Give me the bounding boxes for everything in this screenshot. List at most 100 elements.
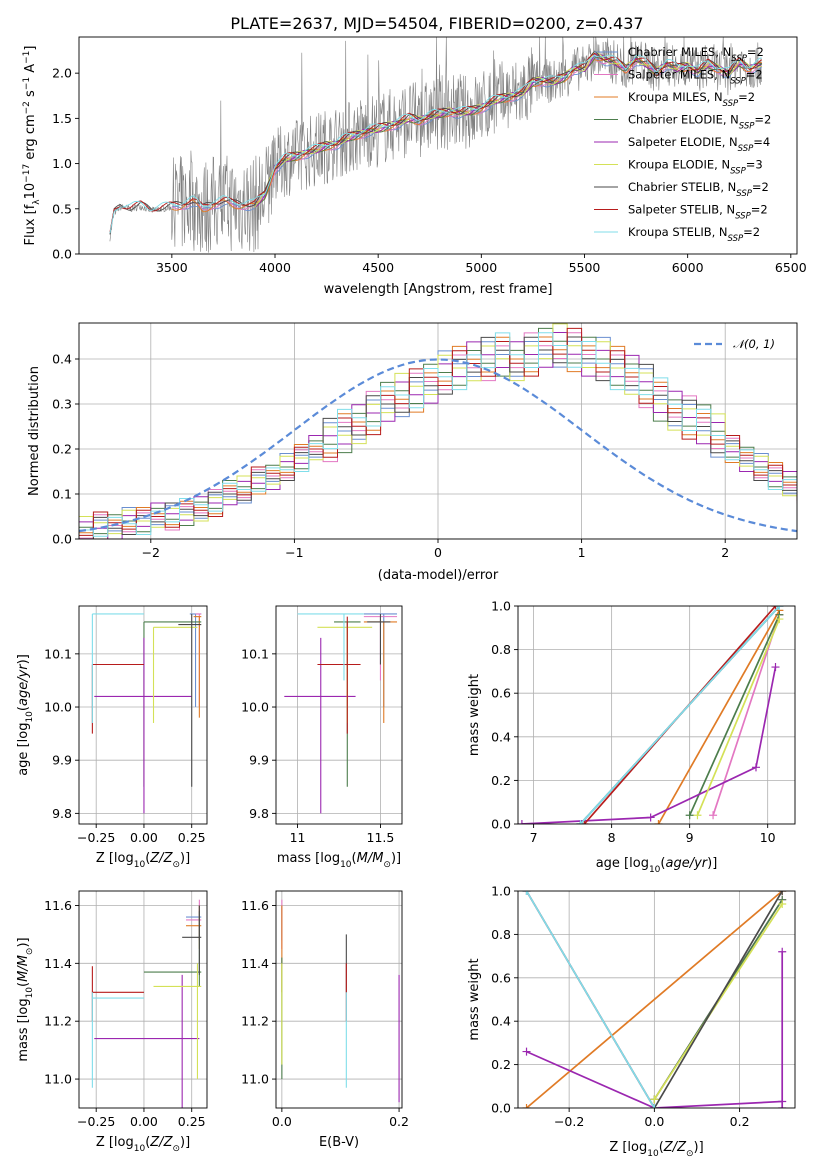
normal-pdf-line — [79, 358, 797, 533]
z-vs-age-x-label: Z [log10(Z/Z⊙)] — [96, 851, 190, 870]
residual-histogram-line — [79, 323, 797, 535]
legend-model-name: Kroupa ELODIE, N — [628, 158, 730, 172]
label-part: )] — [391, 851, 401, 866]
legend-model-name: Kroupa STELIB, N — [628, 225, 728, 239]
observed-spectrum-line — [109, 37, 763, 253]
x-tick-label: 4500 — [362, 260, 394, 275]
axes-frame — [78, 36, 798, 255]
x-tick-label: −0.25 — [77, 1114, 115, 1129]
label-part: ( — [145, 851, 150, 866]
x-tick-label: −1 — [285, 545, 303, 560]
x-tick-label: 0 — [434, 545, 442, 560]
legend-nssp: =2 — [746, 68, 763, 82]
label-part: Z [log — [609, 1140, 647, 1155]
legend-nssp: =4 — [753, 135, 770, 149]
mass-weight-marker — [580, 820, 589, 824]
mass-weight-line — [653, 903, 783, 1100]
y-tick-label: 0.3 — [52, 397, 72, 412]
x-tick-label: 0.2 — [730, 1114, 750, 1129]
legend-model-name: Salpeter MILES, N — [628, 68, 730, 82]
figure-title: PLATE=2637, MJD=54504, FIBERID=0200, z=0… — [230, 14, 643, 33]
x-tick-label: 1 — [578, 545, 586, 560]
legend-nssp: =3 — [746, 158, 763, 172]
label-part: 10 — [134, 1144, 146, 1154]
mass-weight-marker — [778, 947, 787, 956]
label-part: )] — [694, 1140, 704, 1155]
label-part: ⊙ — [686, 1149, 694, 1159]
x-tick-label: 3500 — [156, 260, 188, 275]
legend-nssp: =2 — [738, 90, 755, 104]
y-tick-label: 0.4 — [491, 1014, 511, 1029]
y-tick-label: 0.4 — [52, 352, 72, 367]
x-tick-label: 0.2 — [389, 1114, 409, 1129]
label-part: )] — [180, 851, 190, 866]
x-tick-label: 5000 — [465, 260, 497, 275]
label-part: λ — [32, 199, 42, 205]
y-tick-label: 0.4 — [491, 729, 511, 744]
label-part: mass weight — [467, 674, 482, 756]
label-part: ⊙ — [172, 860, 180, 870]
legend-model-name: Chabrier STELIB, N — [628, 180, 736, 194]
y-tick-label: 0.0 — [52, 247, 72, 262]
label-part: mass [log — [277, 851, 340, 866]
spectrum-y-label: Flux [fλ10−17 erg cm−2 s−1 A−1] — [22, 46, 42, 246]
x-tick-label: 8 — [608, 830, 616, 845]
label-part: )] — [707, 856, 717, 871]
y-tick-label: 10.0 — [44, 700, 72, 715]
label-part: ( — [16, 982, 31, 987]
x-tick-label: −0.25 — [77, 830, 115, 845]
mass-weight-marker — [693, 811, 702, 820]
mass-weight-marker — [751, 763, 760, 772]
legend-entry: Chabrier STELIB, NSSP=2 — [628, 180, 769, 199]
plot-area — [109, 37, 763, 253]
x-tick-label: 0.25 — [178, 1114, 206, 1129]
y-tick-label: 2.0 — [52, 66, 72, 81]
model-spectrum-line — [109, 50, 763, 235]
spectrum-legend: Chabrier MILES, NSSP=2 Salpeter MILES, NS… — [594, 45, 771, 244]
label-part: Z/Z — [149, 1135, 173, 1150]
mass-weight-marker — [775, 606, 784, 610]
legend-subscript: SSP — [730, 77, 746, 87]
axes-frame — [78, 322, 798, 540]
z-vs-age-panel: −0.25 0.00 0.259.89.910.010.1Z [log10(Z/Z⊙… — [16, 605, 208, 870]
y-tick-label: 0.0 — [52, 532, 72, 547]
label-part: mass weight — [467, 958, 482, 1040]
x-tick-label: 0.00 — [130, 830, 158, 845]
label-part: 10 — [23, 183, 38, 200]
label-part: Z/Z — [149, 851, 173, 866]
mass-weight-line — [579, 606, 781, 824]
residual-histogram-line — [79, 327, 797, 536]
legend-entry: Salpeter MILES, NSSP=2 — [628, 68, 763, 87]
legend-entry: Chabrier MILES, NSSP=2 — [628, 45, 764, 64]
legend-nssp: =2 — [747, 45, 764, 59]
label-part: ( — [660, 856, 665, 871]
y-tick-label: 11.2 — [241, 1014, 269, 1029]
x-tick-label: 0.0 — [272, 1114, 292, 1129]
axes-frame — [517, 605, 796, 825]
legend-entry: Chabrier ELODIE, NSSP=2 — [628, 113, 771, 132]
mass-weight-marker — [650, 1104, 659, 1108]
label-part: ⊙ — [25, 948, 35, 956]
y-tick-label: 1.5 — [52, 111, 72, 126]
residual-histogram-panel: −2 −1 0 1 2 0.0 0.1 0.2 0.3 0.4 𝒩(0, 1) (data-model… — [27, 322, 798, 583]
label-part: age/yr — [665, 856, 708, 871]
ebv-vs-mass-panel: 0.0 0.2 11.0 11.2 11.4 11.6 E(B-V) — [241, 890, 409, 1150]
label-part: 10 — [25, 987, 35, 999]
y-tick-label: 0.0 — [491, 817, 511, 832]
y-tick-label: 11.0 — [44, 1072, 72, 1087]
mass-weight-marker — [646, 813, 655, 822]
label-part: age/yr — [16, 663, 31, 706]
y-tick-label: 0.6 — [491, 686, 511, 701]
label-part: age [log — [596, 856, 649, 871]
plot-area — [276, 606, 402, 824]
mass-weight-marker — [771, 606, 780, 610]
x-tick-label: 0.00 — [130, 1114, 158, 1129]
mass-weight-marker — [778, 1104, 787, 1108]
y-tick-label: 1.0 — [52, 156, 72, 171]
label-part: ( — [16, 706, 31, 711]
x-tick-label: 0.0 — [644, 1114, 664, 1129]
mass-weight-line — [657, 609, 781, 824]
y-tick-label: 1.0 — [491, 884, 511, 899]
legend-model-name: Kroupa MILES, N — [628, 90, 723, 104]
